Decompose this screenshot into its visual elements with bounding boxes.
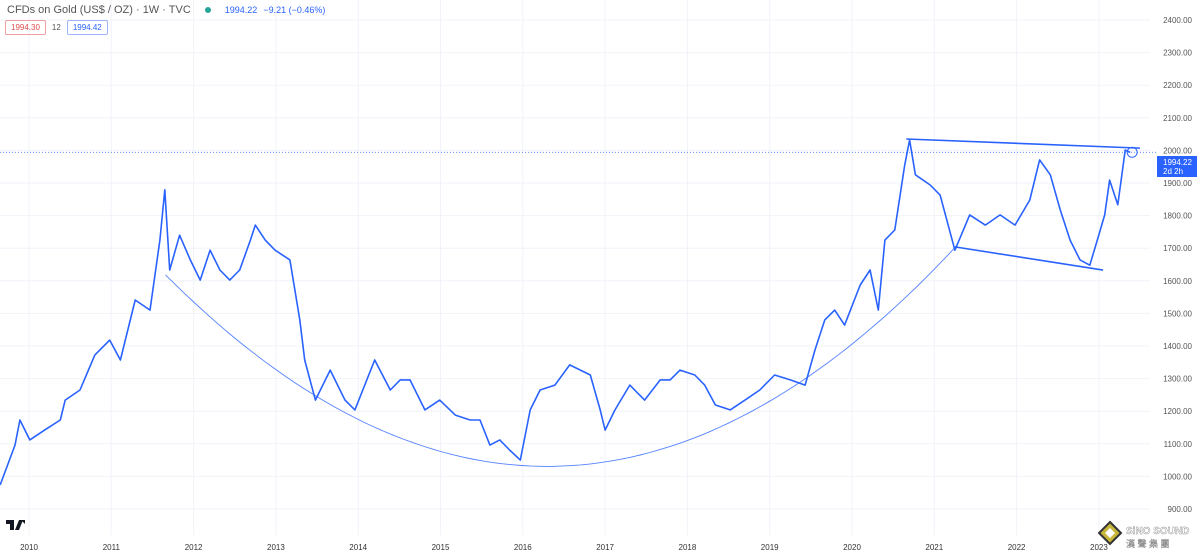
x-tick-label: 2017 [596,543,614,552]
lower-trendline[interactable] [954,246,1104,271]
y-tick-label: 1600.00 [1163,277,1192,286]
x-tick-label: 2014 [349,543,367,552]
sinosound-watermark: SiNO SOUND 漢 聲 集 團 [1097,520,1194,554]
y-tick-label: 2300.00 [1163,49,1192,58]
grid [0,0,1150,535]
y-tick-label: 900.00 [1168,505,1193,514]
y-tick-label: 2000.00 [1163,146,1192,155]
y-tick-label: 1100.00 [1164,440,1193,449]
price-series-line [0,139,1131,486]
x-tick-label: 2018 [679,543,697,552]
y-tick-label: 2100.00 [1163,114,1192,123]
x-tick-label: 2011 [103,543,121,552]
x-tick-label: 2022 [1008,543,1026,552]
y-tick-label: 2200.00 [1163,81,1192,90]
y-tick-label: 1000.00 [1163,472,1192,481]
x-tick-label: 2013 [267,543,285,552]
upper-trendline[interactable] [906,138,1141,149]
y-tick-label: 1800.00 [1163,212,1192,221]
spread: 12 [51,23,61,32]
symbol-title[interactable]: CFDs on Gold (US$ / OZ) · 1W · TVC [7,4,191,16]
y-tick-label: 1200.00 [1163,407,1192,416]
x-tick-label: 2016 [514,543,532,552]
tradingview-logo-icon [6,520,25,530]
last-price-value: 1994.22 [1163,158,1192,167]
y-tick-label: 1300.00 [1163,375,1192,384]
x-tick-label: 2015 [432,543,450,552]
last-price-marker [1126,146,1138,158]
market-status-icon [204,7,211,13]
y-tick-label: 1900.00 [1163,179,1192,188]
symbol-header: CFDs on Gold (US$ / OZ) · 1W · TVC 1994.… [7,4,325,16]
x-tick-label: 2012 [185,543,203,552]
sinosound-logo-icon: SiNO SOUND 漢 聲 集 團 [1097,520,1190,549]
y-tick-label: 1700.00 [1163,244,1192,253]
cup-arc-drawing[interactable] [165,245,957,467]
sell-button[interactable]: 1994.30 [5,20,46,35]
buy-button[interactable]: 1994.42 [66,20,108,35]
tradingview-logo[interactable] [6,518,26,534]
y-tick-label: 2400.00 [1163,16,1192,25]
y-tick-label: 1400.00 [1163,342,1192,351]
svg-text:SiNO SOUND: SiNO SOUND [1126,526,1189,537]
x-tick-label: 2021 [925,543,943,552]
y-tick-label: 1500.00 [1163,309,1192,318]
price-change: −9.21 (−0.46%) [263,5,326,15]
bar-countdown: 2d 2h [1163,167,1183,176]
x-tick-label: 2010 [20,543,38,552]
x-tick-label: 2023 [1090,543,1108,552]
x-tick-label: 2020 [843,543,861,552]
y-axis[interactable]: 2400.00 2300.00 2200.00 2100.00 2000.00 1900.… [1163,16,1192,514]
trade-buttons: 1994.30 12 1994.42 [5,20,108,35]
last-price-label: 1994.22 2d 2h [1157,156,1197,177]
svg-text:漢 聲 集 團: 漢 聲 集 團 [1126,538,1170,549]
x-axis[interactable]: 2010 2011 2012 2013 2014 2015 2016 2017 2018 2019… [20,543,1108,552]
x-tick-label: 2019 [761,543,779,552]
last-price: 1994.22 [224,5,258,15]
